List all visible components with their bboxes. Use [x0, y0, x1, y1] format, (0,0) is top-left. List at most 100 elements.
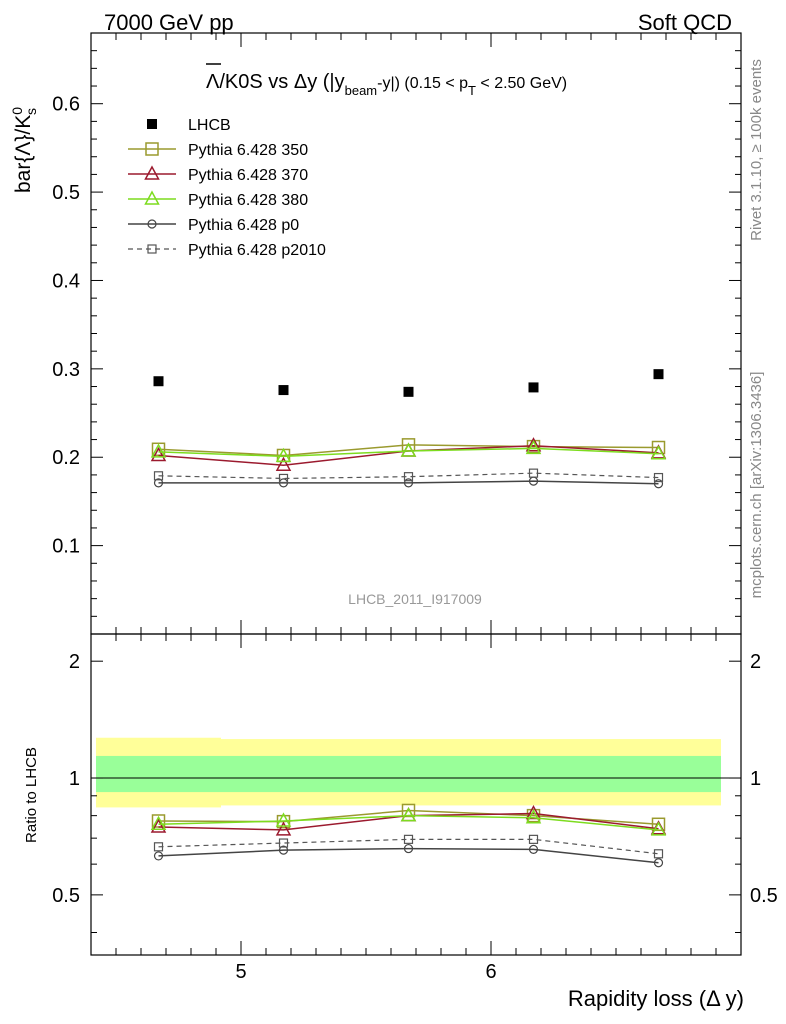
main-line-pythia-6-428-p0 [158, 480, 659, 485]
legend-label: LHCB [188, 117, 231, 134]
x-axis-label: Rapidity loss (Δ y) [568, 986, 744, 1011]
main-y-tick-label: 0.4 [52, 270, 80, 292]
main-point-pythia-6-428-380 [275, 447, 292, 463]
main-y-tick-label: 0.6 [52, 94, 80, 116]
main-point-pythia-6-428-380 [525, 439, 542, 455]
legend-label: Pythia 6.428 350 [188, 142, 308, 159]
main-point-pythia-6-428-370 [275, 456, 292, 471]
ratio-series-pythia-6-428-380 [150, 807, 667, 836]
main-series-layer [150, 369, 667, 489]
title-part-2: -y|) (0.15 < p [377, 75, 468, 92]
main-point-lhcb [653, 369, 664, 380]
title-text: Λ/K0S vs Δy (|ybeam-y|) (0.15 < pT < 2.5… [206, 71, 567, 98]
process-label: Soft QCD [638, 10, 732, 35]
inner-band-bin [221, 755, 346, 793]
ratio-y-axis-label: Ratio to LHCB [23, 747, 40, 843]
title-sub-1: beam [345, 83, 378, 98]
ratio-point-pythia-6-428-350 [651, 817, 666, 832]
ratio-series-pythia-6-428-p2010 [153, 834, 664, 859]
ratio-point-pythia-6-428-p2010 [403, 834, 414, 844]
x-tick-label: 5 [235, 961, 246, 983]
legend-entry-pythia-6-428-p0: Pythia 6.428 p0 [128, 217, 299, 234]
main-series-pythia-6-428-380 [150, 439, 667, 463]
inner-band-bin [96, 755, 221, 793]
title-part-1: /K0S vs Δy (|y [219, 71, 344, 93]
ratio-series-pythia-6-428-p0 [153, 843, 664, 868]
legend-entry-lhcb: LHCB [147, 117, 231, 134]
ratio-point-pythia-6-428-380 [525, 809, 542, 824]
legend-marker [147, 219, 157, 229]
ratio-line-pythia-6-428-380 [158, 814, 659, 831]
inner-band-bin [596, 755, 721, 793]
legend-label: Pythia 6.428 p2010 [188, 242, 326, 259]
main-point-pythia-6-428-p0 [653, 479, 664, 489]
main-point-lhcb [528, 382, 539, 393]
ratio-point-pythia-6-428-380 [400, 807, 417, 822]
legend-label: Pythia 6.428 p0 [188, 217, 299, 234]
energy-label: 7000 GeV pp [104, 10, 234, 35]
legend-marker [144, 190, 160, 205]
rivet-version-label: Rivet 3.1.10, ≥ 100k events [748, 59, 765, 241]
ratio-y-tick-label-right: 0.5 [750, 885, 778, 907]
ylabel-part-1: bar{Λ}/K [12, 115, 35, 193]
main-y-tick-label: 0.3 [52, 359, 80, 381]
main-point-lhcb [153, 376, 164, 387]
mcplots-label: mcplots.cern.ch [arXiv:1306.3436] [748, 372, 765, 599]
main-line-pythia-6-428-380 [158, 447, 659, 458]
ratio-point-pythia-6-428-p0 [153, 851, 164, 861]
ratio-point-pythia-6-428-370 [150, 818, 167, 833]
legend-label: Pythia 6.428 380 [188, 192, 308, 209]
ratio-point-pythia-6-428-p0 [403, 843, 414, 854]
main-point-pythia-6-428-p2010 [153, 471, 164, 481]
main-point-pythia-6-428-p2010 [278, 473, 289, 484]
main-point-lhcb [403, 386, 414, 397]
legend-entry-pythia-6-428-350: Pythia 6.428 350 [128, 142, 308, 159]
legend-marker [144, 165, 160, 180]
main-point-pythia-6-428-370 [525, 437, 542, 452]
ratio-point-pythia-6-428-370 [525, 804, 542, 820]
main-point-pythia-6-428-p0 [153, 478, 164, 488]
main-point-pythia-6-428-380 [400, 442, 417, 457]
legend-marker [147, 119, 157, 129]
ratio-series-layer [150, 803, 667, 868]
legend-label: Pythia 6.428 370 [188, 167, 308, 184]
ratio-point-pythia-6-428-380 [650, 821, 667, 836]
ratio-y-tick-label: 0.5 [52, 885, 80, 907]
main-point-pythia-6-428-350 [151, 442, 166, 457]
main-point-pythia-6-428-p2010 [528, 468, 539, 478]
ratio-point-pythia-6-428-p0 [278, 845, 289, 855]
ratio-point-pythia-6-428-p0 [653, 858, 664, 868]
ratio-point-pythia-6-428-p0 [528, 844, 539, 854]
ratio-y-tick-label: 2 [69, 651, 80, 673]
x-tick-label: 6 [485, 961, 496, 983]
ratio-uncertainty-bands [91, 737, 741, 808]
legend: LHCB Pythia 6.428 350 Pythia 6.428 370 Pyth… [128, 117, 326, 259]
main-point-pythia-6-428-p2010 [653, 472, 664, 483]
title-part-3: < 2.50 GeV) [476, 75, 567, 92]
ratio-y-tick-label-right: 2 [750, 651, 761, 673]
main-point-pythia-6-428-380 [150, 443, 167, 458]
legend-marker [145, 142, 159, 156]
main-y-tick-label: 0.1 [52, 536, 80, 558]
main-point-pythia-6-428-380 [650, 445, 667, 460]
ratio-line-pythia-6-428-p2010 [158, 838, 659, 855]
title-sub-2: T [468, 83, 476, 98]
main-y-axis-label: bar{Λ}/K0s [9, 107, 39, 193]
main-series-lhcb [153, 369, 664, 397]
ratio-line-pythia-6-428-p0 [158, 847, 659, 864]
analysis-watermark: LHCB_2011_I917009 [348, 591, 482, 607]
main-point-lhcb [278, 385, 289, 396]
main-title: Λ/K0S vs Δy (|ybeam-y|) (0.15 < pT < 2.5… [206, 63, 567, 98]
ratio-point-pythia-6-428-p2010 [653, 849, 664, 859]
ylabel-sub: s [23, 108, 39, 115]
legend-entry-pythia-6-428-380: Pythia 6.428 380 [128, 190, 308, 209]
ratio-point-pythia-6-428-p2010 [153, 842, 164, 852]
axes-layer: 0.1 0.2 0.3 0.4 0.5 0.6 0.5 0.5 1 1 2 2 5 6 [52, 32, 778, 983]
main-point-pythia-6-428-p0 [403, 478, 414, 488]
inner-band-bin [346, 755, 471, 793]
legend-entry-pythia-6-428-370: Pythia 6.428 370 [128, 165, 308, 184]
ratio-point-pythia-6-428-350 [401, 803, 416, 818]
ratio-point-pythia-6-428-380 [150, 815, 167, 831]
main-line-pythia-6-428-p2010 [158, 472, 659, 480]
